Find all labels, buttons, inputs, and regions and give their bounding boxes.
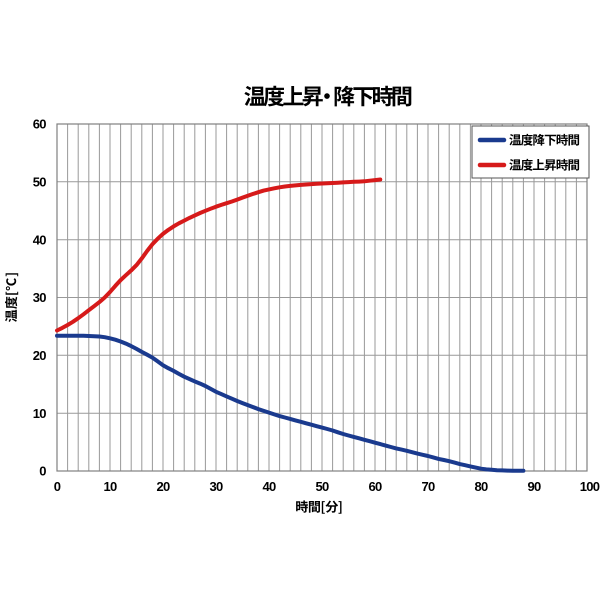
svg-text:50: 50 (33, 175, 47, 190)
svg-text:90: 90 (527, 479, 541, 494)
svg-text:50: 50 (315, 479, 329, 494)
svg-text:60: 60 (368, 479, 382, 494)
svg-text:70: 70 (421, 479, 435, 494)
svg-text:0: 0 (54, 479, 61, 494)
svg-text:60: 60 (33, 117, 47, 132)
svg-text:20: 20 (156, 479, 170, 494)
svg-text:30: 30 (209, 479, 223, 494)
svg-text:80: 80 (474, 479, 488, 494)
svg-text:0: 0 (39, 464, 46, 479)
svg-text:100: 100 (580, 479, 600, 494)
svg-text:10: 10 (103, 479, 117, 494)
svg-text:30: 30 (33, 290, 47, 305)
svg-text:10: 10 (33, 406, 47, 421)
svg-text:40: 40 (33, 232, 47, 247)
svg-text:20: 20 (33, 348, 47, 363)
svg-text:40: 40 (262, 479, 276, 494)
